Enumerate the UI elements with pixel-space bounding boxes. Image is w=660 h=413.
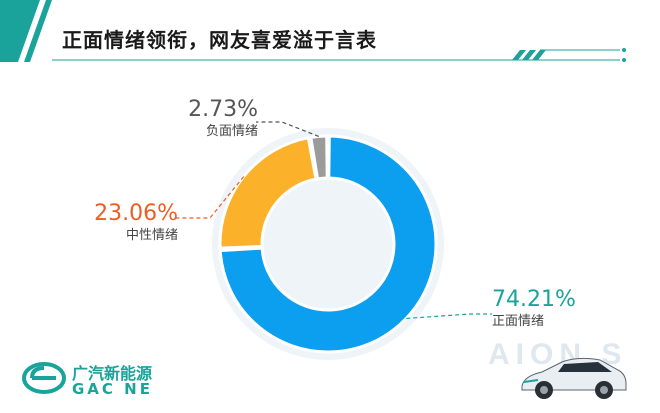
slice-negative	[309, 134, 329, 181]
data-label-positive: 74.21%	[492, 287, 576, 312]
logo-text-cn: 广汽新能源	[72, 364, 153, 383]
data-label-negative: 2.73%	[188, 97, 258, 122]
category-label-positive: 正面情绪	[492, 314, 545, 329]
page-title: 正面情绪领衔，网友喜爱溢于言表	[62, 28, 377, 52]
leader-negative	[256, 121, 319, 137]
label-positive: 74.21% 正面情绪	[492, 288, 576, 330]
data-label-neutral: 23.06%	[94, 201, 178, 226]
category-label-negative: 负面情绪	[205, 124, 258, 139]
header-graphic	[0, 0, 626, 62]
gac-ne-logo: 广汽新能源 GAC NE	[22, 360, 182, 400]
car-image	[521, 357, 627, 399]
leader-positive	[406, 313, 492, 320]
label-neutral: 23.06% 中性情绪	[94, 202, 178, 244]
header: 正面情绪领衔，网友喜爱溢于言表	[0, 0, 660, 72]
slice-positive	[218, 134, 438, 354]
logo-text-en: GAC NE	[72, 380, 153, 398]
slice-neutral	[218, 136, 318, 250]
category-label-neutral: 中性情绪	[125, 228, 178, 243]
label-negative: 2.73% 负面情绪	[188, 98, 258, 140]
gac-emblem-icon	[22, 362, 66, 394]
leader-neutral	[176, 176, 245, 219]
